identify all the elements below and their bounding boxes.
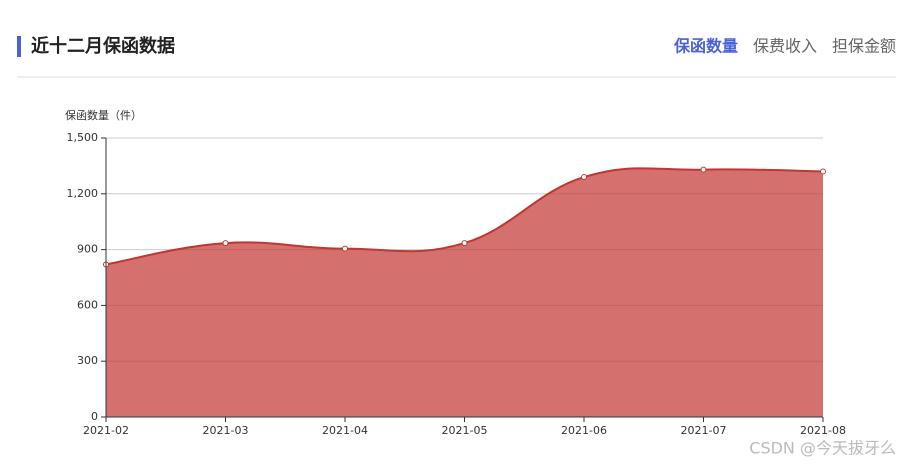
- y-axis-label: 保函数量（件）: [65, 108, 142, 122]
- area: [106, 168, 823, 417]
- y-tick-label: 600: [77, 298, 98, 311]
- x-tick-label: 2021-06: [561, 424, 607, 437]
- point: [461, 240, 468, 247]
- title-accent: [17, 36, 21, 57]
- y-tick-label: 900: [77, 243, 98, 256]
- x-tick-label: 2021-02: [83, 424, 129, 437]
- x-tick-label: 2021-07: [681, 424, 727, 437]
- tab[interactable]: 担保金额: [832, 37, 896, 56]
- point: [581, 174, 587, 181]
- point: [222, 240, 229, 247]
- y-tick-label: 0: [91, 410, 98, 423]
- x-tick-label: 2021-08: [800, 424, 846, 437]
- y-tick-label: 1,500: [67, 131, 99, 144]
- tab[interactable]: 保费收入: [753, 37, 817, 56]
- point: [700, 166, 707, 173]
- x-tick-label: 2021-03: [203, 424, 249, 437]
- watermark: CSDN @今天拔牙么: [749, 439, 896, 458]
- point: [820, 168, 826, 175]
- tab[interactable]: 保函数量: [673, 37, 738, 56]
- panel-title: 近十二月保函数据: [31, 35, 175, 57]
- y-tick-label: 1,200: [67, 187, 99, 200]
- x-tick-label: 2021-05: [442, 424, 488, 437]
- y-tick-label: 300: [77, 354, 98, 367]
- x-tick-label: 2021-04: [322, 424, 368, 437]
- point: [342, 245, 348, 252]
